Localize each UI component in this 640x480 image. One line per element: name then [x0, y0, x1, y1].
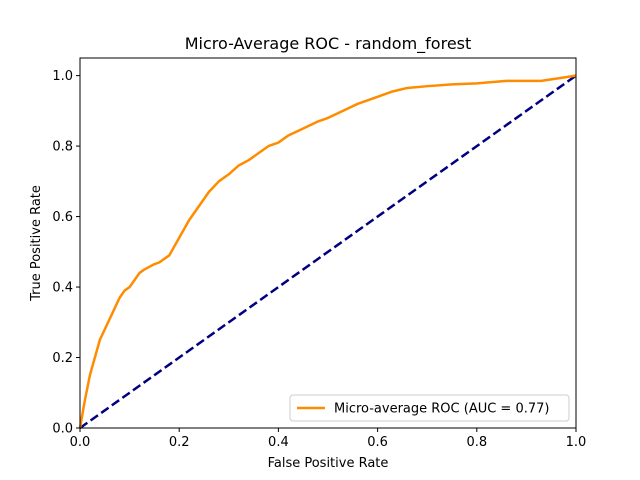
legend: Micro-average ROC (AUC = 0.77): [289, 394, 570, 422]
y-tick-label: 0.4: [52, 281, 73, 296]
x-tick-label: 0.8: [466, 435, 487, 450]
x-tick-label: 0.2: [169, 435, 190, 450]
y-axis: 0.0 0.2 0.4 0.6 0.8 1.0: [52, 69, 80, 437]
plot-frame: [79, 57, 577, 429]
plot-area: [78, 74, 577, 430]
x-tick-label: 0.6: [367, 435, 388, 450]
roc-curve: [78, 74, 577, 429]
y-tick-label: 0.8: [52, 140, 73, 155]
legend-box: [289, 394, 570, 422]
y-tick-label: 1.0: [52, 69, 73, 84]
y-tick-label: 0.2: [52, 351, 73, 366]
x-axis-label: False Positive Rate: [268, 456, 389, 471]
y-tick-label: 0.6: [52, 210, 73, 225]
x-tick-label: 0.4: [268, 435, 289, 450]
y-axis-label: True Positive Rate: [29, 185, 44, 302]
y-tick-label: 0.0: [52, 422, 73, 437]
chart-title: Micro-Average ROC - random_forest: [185, 34, 472, 54]
x-axis: 0.0 0.2 0.4 0.6 0.8 1.0: [70, 428, 587, 450]
chance-line: [79, 74, 577, 430]
legend-label: Micro-average ROC (AUC = 0.77): [334, 402, 549, 417]
x-tick-label: 0.0: [70, 435, 91, 450]
x-tick-label: 1.0: [566, 435, 587, 450]
